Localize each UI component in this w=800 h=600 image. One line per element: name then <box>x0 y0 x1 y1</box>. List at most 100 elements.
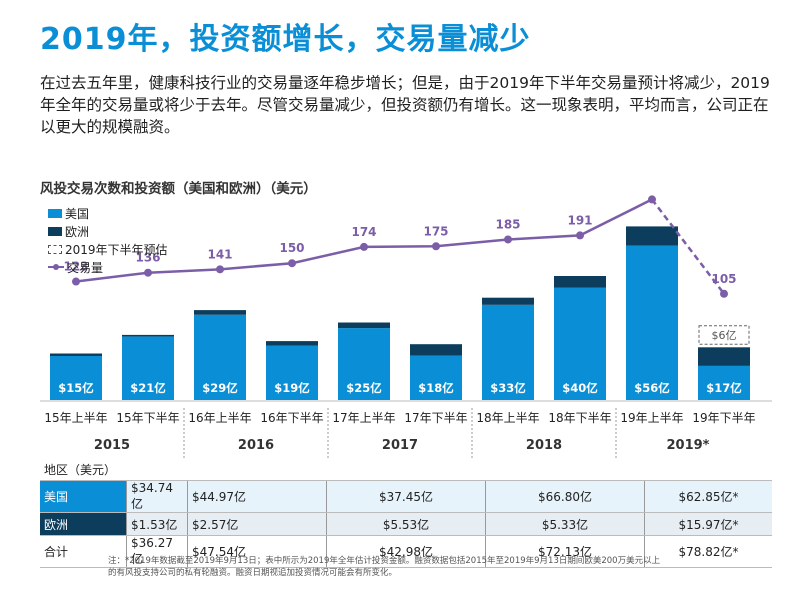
bar-eu <box>698 347 750 366</box>
bar-value-label: $18亿 <box>418 381 454 395</box>
cell-total-2017: $42.98亿 <box>326 535 486 568</box>
x-tick-label: 19年上半年 <box>620 411 683 425</box>
bar-eu <box>554 276 606 288</box>
cell-us-2015: $34.74亿 <box>126 480 188 513</box>
bar-eu <box>410 344 462 356</box>
deals-point <box>432 242 440 251</box>
deals-label: 191 <box>567 213 592 227</box>
bar-value-label: $33亿 <box>490 381 526 395</box>
region-table-header-label: 地区（美元） <box>40 458 772 481</box>
bar-us <box>122 336 174 400</box>
bar-eu <box>50 353 102 356</box>
cell-us-2017: $37.45亿 <box>326 480 486 513</box>
legend-swatch-us <box>48 208 62 218</box>
bar-eu <box>122 334 174 337</box>
x-tick-label: 16年下半年 <box>260 411 323 425</box>
cell-eu-2017: $5.53亿 <box>326 512 486 536</box>
bar-us <box>50 355 102 400</box>
x-tick-label: 18年下半年 <box>548 411 611 425</box>
deals-label: 123 <box>63 260 88 274</box>
deals-label: 244 <box>639 177 664 191</box>
bar-estimate <box>698 325 750 345</box>
cell-eu-2016: $2.57亿 <box>187 512 327 536</box>
deals-label: 105 <box>711 272 736 286</box>
x-tick-label: 16年上半年 <box>188 411 251 425</box>
year-label: 2016 <box>238 438 274 453</box>
bar-value-label: $21亿 <box>130 381 166 395</box>
bar-eu <box>482 297 534 305</box>
table-row-total: 合计 $36.27亿 $47.54亿 $42.98亿 $72.13亿 $78.8… <box>40 535 772 568</box>
deals-point <box>576 231 584 240</box>
deals-point <box>288 259 296 268</box>
x-tick-label: 19年下半年 <box>692 411 755 425</box>
legend-item-deals: 交易量 <box>48 258 168 276</box>
cell-eu-2019: $15.97亿* <box>644 512 772 536</box>
deals-label: 175 <box>423 224 448 238</box>
intro-paragraph: 在过去五年里，健康科技行业的交易量逐年稳步增长；但是，由于2019年下半年交易量… <box>40 74 770 136</box>
bar-value-label: $17亿 <box>706 381 742 395</box>
bar-value-label: $25亿 <box>346 381 382 395</box>
legend-label-eu: 欧洲 <box>65 224 90 239</box>
deals-point <box>648 195 656 204</box>
footnote: 注：*2019年数据截至2019年9月13日；表中所示为2019年全年估计投资金… <box>108 556 661 578</box>
legend-item-us: 美国 <box>48 204 168 222</box>
region-table-header: 地区（美元） <box>40 458 772 481</box>
deals-label: 150 <box>279 241 304 255</box>
x-tick-label: 17年下半年 <box>404 411 467 425</box>
deals-label: 185 <box>495 217 520 231</box>
bar-us <box>266 345 318 400</box>
deals-label: 141 <box>207 247 232 261</box>
cell-total-2015: $36.27亿 <box>126 535 188 568</box>
bar-eu <box>626 226 678 246</box>
x-tick-label: 17年上半年 <box>332 411 395 425</box>
bar-us <box>698 365 750 400</box>
legend-swatch-deals <box>48 262 64 272</box>
bar-eu <box>338 322 390 329</box>
deals-point <box>216 265 224 274</box>
chart-title: 风投交易次数和投资额（美国和欧洲）（美元） <box>40 181 317 197</box>
row-label-us: 美国 <box>40 480 127 513</box>
bar-us <box>194 314 246 400</box>
deals-label: 174 <box>351 225 376 239</box>
estimate-label: $6亿 <box>712 329 737 342</box>
cell-eu-2015: $1.53亿 <box>126 512 188 536</box>
cell-total-2019: $78.82亿* <box>644 535 772 568</box>
legend-swatch-eu <box>48 226 62 236</box>
deals-point <box>720 289 728 298</box>
bar-value-label: $29亿 <box>202 381 238 395</box>
cell-eu-2018: $5.33亿 <box>485 512 645 536</box>
bar-value-label: $15亿 <box>58 381 94 395</box>
cell-total-2018: $72.13亿 <box>485 535 645 568</box>
bar-value-label: $40亿 <box>562 381 598 395</box>
table-row-us: 美国 $34.74亿 $44.97亿 $37.45亿 $66.80亿 $62.8… <box>40 480 772 513</box>
legend-swatch-estimate <box>48 244 62 254</box>
legend-label-deals: 交易量 <box>67 260 104 275</box>
deals-point <box>144 268 152 277</box>
bar-value-label: $19亿 <box>274 381 310 395</box>
chart-canvas: $15亿 15年上半年 $21亿 15年下半年 $29亿 16年上半年 $19亿 16年下半年… <box>40 177 772 458</box>
legend-item-eu: 欧洲 <box>48 222 168 240</box>
bar-us <box>338 328 390 400</box>
cell-us-2018: $66.80亿 <box>485 480 645 513</box>
cell-us-2016: $44.97亿 <box>187 480 327 513</box>
bar-us <box>626 245 678 400</box>
chart-legend: 美国 欧洲 2019年下半年预估 交易量 <box>48 204 168 276</box>
bar-eu <box>194 310 246 315</box>
year-label: 2017 <box>382 438 418 453</box>
bar-us <box>410 355 462 400</box>
legend-label-us: 美国 <box>65 206 90 221</box>
region-table: 地区（美元） 美国 $34.74亿 $44.97亿 $37.45亿 $66.80… <box>40 458 772 568</box>
year-label: 2019* <box>667 438 710 453</box>
bar-value-label: $56亿 <box>634 381 670 395</box>
row-label-total: 合计 <box>40 535 127 568</box>
deals-point <box>72 277 80 286</box>
year-label: 2018 <box>526 438 562 453</box>
legend-label-estimate: 2019年下半年预估 <box>65 242 168 257</box>
year-label: 2015 <box>94 438 130 453</box>
row-label-eu: 欧洲 <box>40 512 127 536</box>
x-tick-label: 15年上半年 <box>44 411 107 425</box>
x-tick-label: 18年上半年 <box>476 411 539 425</box>
bar-us <box>554 287 606 400</box>
page-title: 2019年，投资额增长，交易量减少 <box>40 22 531 57</box>
deals-point <box>504 235 512 244</box>
